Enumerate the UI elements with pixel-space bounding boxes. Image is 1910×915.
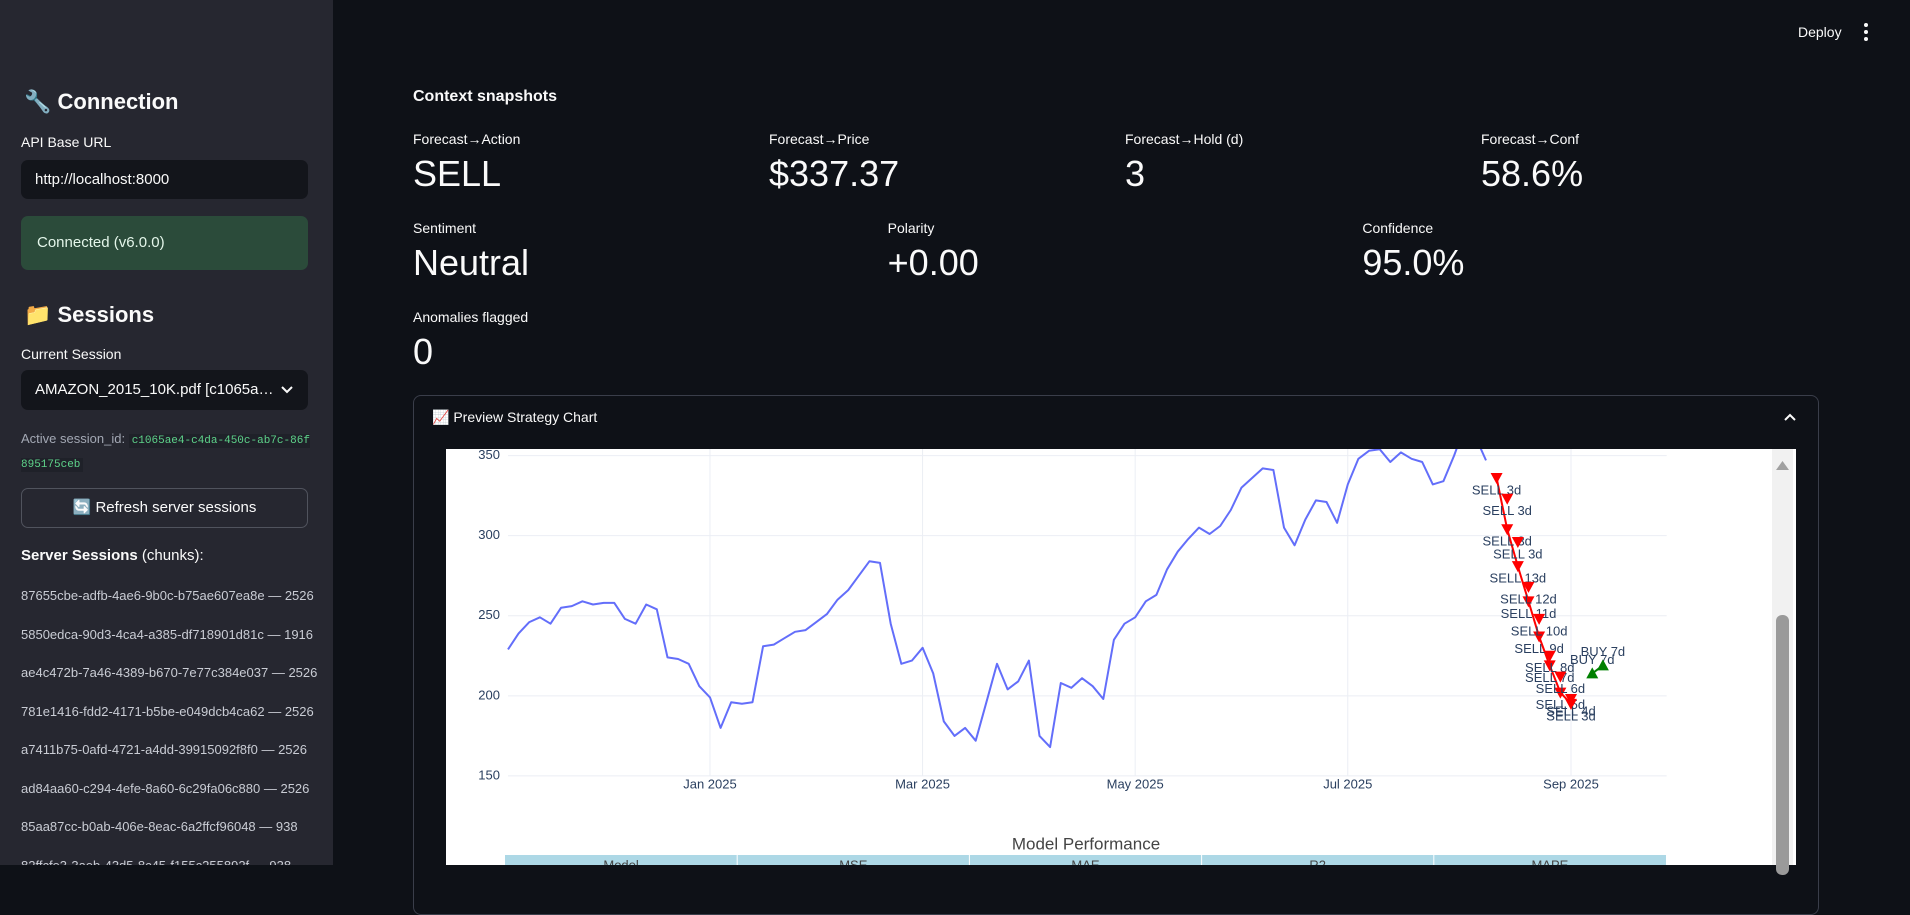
y-tick-label: 250	[478, 607, 500, 622]
session-item: 87655cbe-adfb-4ae6-9b0c-b75ae607ea8e — 2…	[21, 588, 314, 603]
signal-marker	[1511, 561, 1524, 573]
metric-value: Neutral	[413, 242, 530, 283]
signal-marker	[1522, 596, 1535, 608]
scrollbar	[1762, 449, 1796, 875]
signal-marker	[1586, 667, 1599, 679]
signal-marker	[1511, 537, 1524, 549]
table-header-cell: Model	[603, 857, 639, 865]
metric-label: Polarity	[887, 220, 935, 236]
section-title: 🔧 Connection	[24, 89, 179, 114]
session-item: 85aa87cc-b0ab-406e-8eac-6a2ffcf96048 — 9…	[21, 819, 298, 834]
signal-label: BUY 7d	[1581, 644, 1626, 659]
field-label: Current Session	[21, 346, 122, 362]
y-tick-label: 300	[478, 527, 500, 542]
list-title-bold: Server Sessions	[21, 547, 138, 564]
session-item: 781e1416-fdd2-4171-b5be-e049dcb4ca62 — 2…	[21, 703, 314, 719]
signal-marker	[1565, 694, 1577, 706]
menu-button[interactable]	[1860, 22, 1872, 42]
signal-label: SELL 6d	[1536, 681, 1585, 696]
signal-marker	[1543, 650, 1556, 662]
signal-marker	[1554, 687, 1567, 699]
metric-value: +0.00	[887, 242, 979, 283]
chevron-icon	[281, 386, 293, 394]
signal-label: SELL 3d	[1472, 482, 1521, 497]
signal-marker	[1543, 660, 1556, 672]
metric-label: Forecast→Conf	[1481, 131, 1580, 147]
signal-marker	[1522, 581, 1535, 593]
metric-label: Sentiment	[413, 220, 477, 236]
deploy-button[interactable]: Deploy	[1798, 24, 1842, 40]
signal-label: SELL 3d	[1493, 546, 1542, 561]
signal-label: SELL 12d	[1500, 591, 1557, 606]
signal-marker	[1501, 524, 1514, 536]
signal-label: SELL 3d	[1546, 708, 1595, 723]
list-title-note: (chunks):	[141, 547, 204, 564]
signal-label: SELL 11d	[1501, 606, 1557, 621]
signal-label: SELL 8d	[1525, 660, 1574, 675]
signal-label: SELL 3d	[1483, 503, 1532, 518]
metric-value: SELL	[413, 153, 502, 194]
x-tick-label: Jan 2025	[683, 776, 737, 791]
x-tick-label: Jul 2025	[1323, 776, 1372, 791]
table-header-cell: MSE	[839, 857, 868, 865]
metric-value: 58.6%	[1481, 153, 1584, 194]
metric-label: Anomalies flagged	[413, 309, 529, 325]
field-label: Active session_id:	[21, 431, 126, 446]
select-value: AMAZON_2015_10K.pdf [c1065a…	[35, 381, 274, 398]
metric-label: Forecast→Price	[769, 131, 870, 147]
session-item: ad84aa60-c294-4efe-8a60-6c29fa06c880 — 2…	[21, 780, 310, 796]
session-select[interactable]: AMAZON_2015_10K.pdf [c1065a…	[21, 370, 308, 410]
session-item: a7411b75-0afd-4721-a4dd-39915092f8f0 — 2…	[21, 742, 307, 757]
table-header-cell: MAE	[1071, 857, 1100, 865]
section-title: 📁 Sessions	[24, 302, 155, 327]
series-line	[507, 449, 1487, 749]
metric-value: $337.37	[769, 153, 900, 194]
metric-label: Forecast→Hold (d)	[1125, 131, 1244, 147]
metric-value: 0	[413, 331, 434, 372]
signal-marker	[1554, 671, 1567, 683]
table-header-cell: R2	[1309, 857, 1326, 865]
signal-label: SELL 10d	[1511, 623, 1568, 638]
signal-label: SELL 13d	[1490, 571, 1547, 586]
collapse-icon[interactable]	[1783, 412, 1797, 422]
metric-label: Confidence	[1362, 220, 1434, 236]
signal-marker	[1596, 659, 1609, 671]
sidebar: 🔧 Connection API Base URL http://localho…	[0, 0, 333, 865]
x-tick-label: May 2025	[1107, 776, 1164, 791]
y-tick-label: 200	[478, 687, 500, 702]
x-tick-label: Mar 2025	[895, 776, 950, 791]
signal-marker	[1490, 472, 1503, 484]
signal-label: SELL 4d	[1546, 703, 1595, 718]
field-label: API Base URL	[21, 134, 112, 150]
metric-value: 95.0%	[1362, 242, 1465, 283]
session-item: ae4c472b-7a46-4389-b670-7e77c384e037 — 2…	[21, 665, 318, 680]
api-url-input[interactable]: http://localhost:8000	[21, 160, 308, 199]
x-tick-label: Sep 2025	[1543, 776, 1599, 791]
signal-marker	[1533, 613, 1546, 625]
section-title: Context snapshots	[413, 88, 558, 105]
refresh-button[interactable]: 🔄 Refresh server sessions	[21, 488, 308, 528]
table-header	[505, 855, 1666, 865]
scroll-thumb[interactable]	[1776, 615, 1789, 875]
chart-frame: 150 200 250 300 350 Jan 2025 Mar 2025 May 2025 J…	[446, 449, 1762, 865]
session-item: 5850edca-90d3-4ca4-a385-df718901d81c — 1…	[21, 626, 314, 642]
chart: 150 200 250 300 350 Jan 2025 Mar 2025 May 2025 J…	[478, 449, 1667, 865]
signal-marker	[1533, 631, 1546, 643]
metric-label: Forecast→Action	[413, 131, 521, 147]
signal-marker	[1501, 493, 1514, 505]
metric-value: 3	[1125, 153, 1146, 194]
expander-header[interactable]: 📈 Preview Strategy Chart	[432, 409, 598, 425]
session-item: 82ffcfe3-3aeb-43d5-8c45-f155c255892f — 9…	[21, 857, 292, 866]
active-session: Active session_id: c1065ae4-c4da-450c-ab…	[21, 428, 311, 476]
y-tick-label: 350	[478, 449, 500, 462]
scroll-up[interactable]	[1775, 459, 1790, 471]
table-header-cell: MAPE	[1531, 857, 1568, 865]
list-title: Server Sessions (chunks):	[21, 547, 204, 564]
table-title: Model Performance	[1012, 834, 1160, 853]
signal-label: SELL 9d	[1514, 641, 1563, 656]
status-box: Connected (v6.0.0)	[21, 216, 308, 270]
y-tick-label: 150	[478, 767, 500, 782]
